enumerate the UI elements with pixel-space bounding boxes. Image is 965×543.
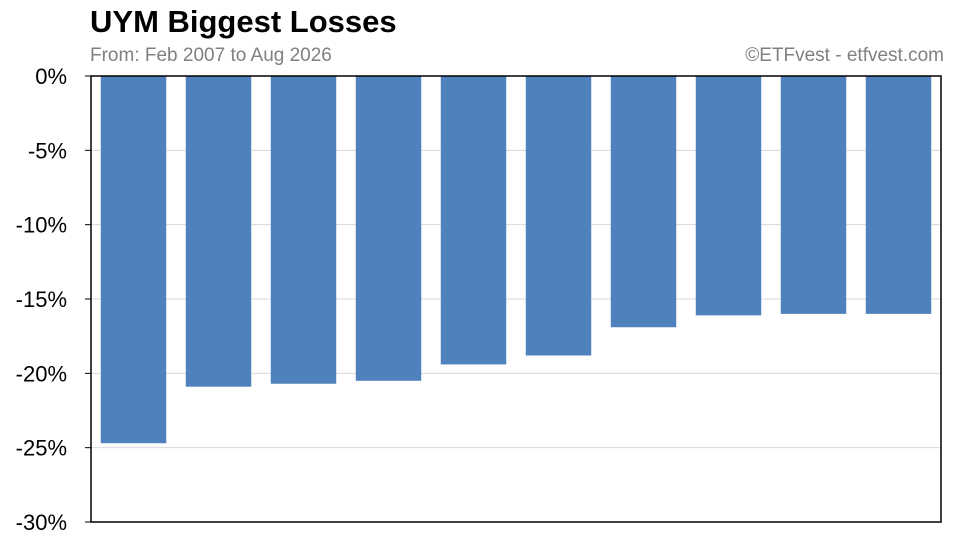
y-tick-label: -10%: [16, 213, 67, 238]
bar-1: [100, 76, 167, 444]
chart-credit: ©ETFvest - etfvest.com: [745, 45, 944, 66]
y-tick-label: 0%: [35, 64, 67, 89]
bar-6: [525, 76, 592, 356]
y-tick-label: -15%: [16, 287, 67, 312]
bar-10: [865, 76, 932, 314]
y-tick-label: -5%: [28, 138, 67, 163]
bar-8: [695, 76, 762, 316]
y-tick-label: -25%: [16, 436, 67, 461]
y-tick-label: -30%: [16, 510, 67, 535]
bar-5: [440, 76, 507, 365]
plot-border: [90, 75, 942, 523]
bar-7: [610, 76, 677, 328]
bar-2: [185, 76, 252, 387]
bar-3: [270, 76, 337, 384]
chart-title: UYM Biggest Losses: [90, 4, 397, 39]
y-tick-label: -20%: [16, 361, 67, 386]
bar-4: [355, 76, 422, 381]
chart-subtitle: From: Feb 2007 to Aug 2026: [90, 45, 332, 66]
bar-9: [780, 76, 847, 314]
